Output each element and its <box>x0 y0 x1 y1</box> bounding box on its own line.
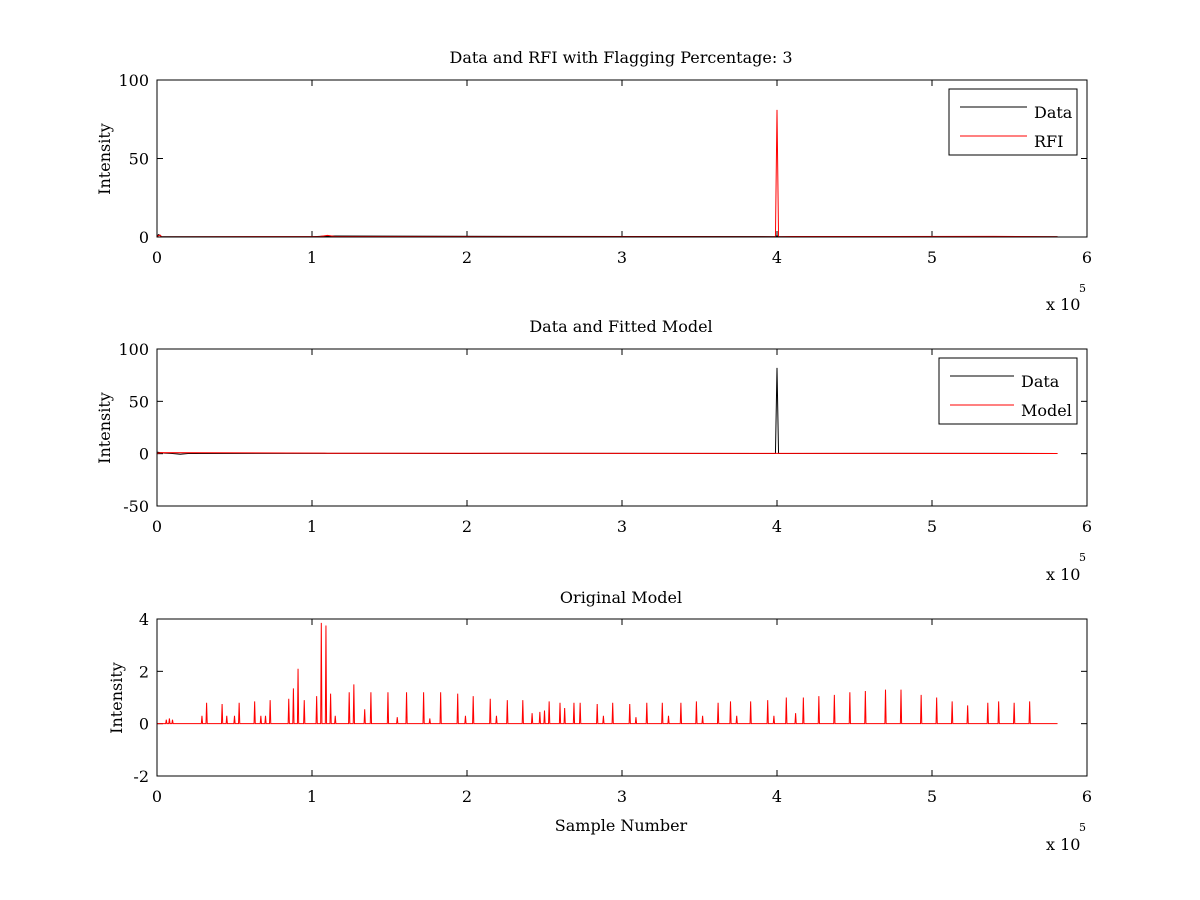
x-tick-label: 2 <box>462 517 472 536</box>
x-exponent-base: x 10 <box>1046 565 1080 584</box>
x-tick-label: 5 <box>927 517 937 536</box>
subplot-data-rfi: Data and RFI with Flagging Percentage: 3… <box>95 48 1092 314</box>
legend-label-rfi: RFI <box>1034 132 1063 151</box>
x-tick-label: 2 <box>462 248 472 267</box>
y-axis-label: Intensity <box>95 123 114 195</box>
x-tick-label: 0 <box>152 517 162 536</box>
legend: Data Model <box>938 357 1078 425</box>
plot-title: Data and Fitted Model <box>529 317 712 336</box>
legend-box <box>938 357 1078 425</box>
plot-frame <box>156 348 1088 507</box>
y-tick-label: 2 <box>139 662 149 681</box>
series-layer <box>157 622 1058 725</box>
x-tick-label: 4 <box>772 248 782 267</box>
y-tick-label: -2 <box>133 767 149 786</box>
x-exponent-power: 5 <box>1079 821 1086 834</box>
x-tick-label: 5 <box>927 787 937 806</box>
series-layer <box>156 367 1058 455</box>
y-tick-label: 100 <box>118 340 149 359</box>
x-exponent: x 10 5 <box>1046 551 1086 584</box>
x-tick-label: 3 <box>617 248 627 267</box>
x-tick-label: 5 <box>927 248 937 267</box>
y-tick-label: -50 <box>123 497 149 516</box>
plot-title: Data and RFI with Flagging Percentage: 3 <box>449 48 792 67</box>
y-tick-label: 0 <box>139 445 149 464</box>
x-exponent: x 10 5 <box>1046 282 1086 314</box>
x-exponent-base: x 10 <box>1046 835 1080 854</box>
x-tick-label: 6 <box>1082 787 1092 806</box>
y-tick-label: 0 <box>139 715 149 734</box>
plot-frame <box>156 618 1088 777</box>
x-tick-label: 0 <box>152 787 162 806</box>
subplot-data-model: Data and Fitted Model Intensity 0 1 2 3 4 5 6 -… <box>95 317 1092 584</box>
legend-label-model: Model <box>1021 401 1072 420</box>
x-exponent-power: 5 <box>1079 551 1086 564</box>
x-tick-label: 4 <box>772 517 782 536</box>
legend-label-data: Data <box>1021 372 1060 391</box>
x-axis-label: Sample Number <box>555 816 688 835</box>
x-tick-label: 3 <box>617 517 627 536</box>
y-axis-label: Intensity <box>95 392 114 464</box>
plot-frame <box>156 79 1088 238</box>
series-line-model-0 <box>157 622 1058 725</box>
y-tick-label: 4 <box>139 610 149 629</box>
x-tick-label: 1 <box>307 787 317 806</box>
x-exponent-power: 5 <box>1079 282 1086 295</box>
legend-label-data: Data <box>1034 103 1073 122</box>
subplot-original-model: Original Model Intensity Sample Number 0… <box>107 588 1092 854</box>
y-tick-label: 100 <box>118 71 149 90</box>
x-tick-label: 4 <box>772 787 782 806</box>
x-exponent-base: x 10 <box>1046 295 1080 314</box>
x-tick-label: 2 <box>462 787 472 806</box>
y-tick-label: 50 <box>129 392 149 411</box>
x-tick-label: 0 <box>152 248 162 267</box>
x-tick-label: 1 <box>307 248 317 267</box>
y-tick-label: 50 <box>129 150 149 169</box>
x-tick-label: 6 <box>1082 517 1092 536</box>
legend-box <box>948 88 1078 156</box>
y-axis-label: Intensity <box>107 662 126 734</box>
x-tick-label: 3 <box>617 787 627 806</box>
y-tick-label: 0 <box>139 228 149 247</box>
x-exponent: x 10 5 <box>1046 821 1086 854</box>
plot-title: Original Model <box>560 588 682 607</box>
x-tick-label: 6 <box>1082 248 1092 267</box>
legend: Data RFI <box>948 88 1078 156</box>
series-line-model <box>156 452 1058 454</box>
x-tick-label: 1 <box>307 517 317 536</box>
